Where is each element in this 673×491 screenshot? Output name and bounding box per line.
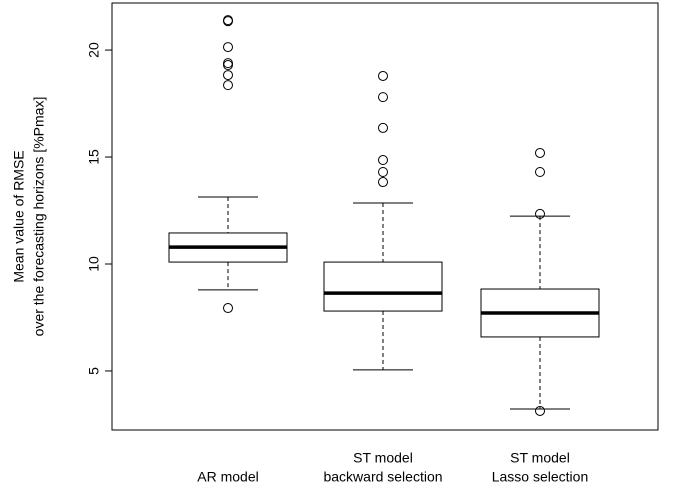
x-tick-label: Lasso selection <box>492 469 589 485</box>
x-tick-label: AR model <box>197 469 258 485</box>
outlier <box>223 15 233 26</box>
y-tick-label: 15 <box>86 149 102 165</box>
y-axis-label: Mean value of RMSE <box>11 150 27 282</box>
outlier <box>378 70 388 81</box>
outlier <box>223 303 233 314</box>
outlier <box>223 42 233 53</box>
outlier <box>535 405 545 416</box>
outlier <box>535 208 545 219</box>
x-tick-label: ST model <box>353 450 413 466</box>
y-tick-label: 5 <box>86 367 102 375</box>
x-tick-label: backward selection <box>323 469 442 485</box>
y-axis-label: over the forecasting horizons [%Pmax] <box>31 97 47 337</box>
outlier <box>378 92 388 103</box>
outlier <box>223 80 233 91</box>
x-tick-label: ST model <box>510 450 570 466</box>
y-tick-label: 10 <box>86 256 102 272</box>
outlier <box>378 177 388 188</box>
y-tick-label: 20 <box>86 42 102 58</box>
outlier <box>223 58 233 69</box>
outlier <box>378 167 388 178</box>
plot-frame <box>111 2 659 431</box>
outlier <box>223 60 233 71</box>
outlier <box>535 167 545 178</box>
outlier <box>378 155 388 166</box>
outlier <box>535 147 545 158</box>
outlier <box>378 122 388 133</box>
outlier <box>223 70 233 81</box>
box <box>323 261 443 312</box>
